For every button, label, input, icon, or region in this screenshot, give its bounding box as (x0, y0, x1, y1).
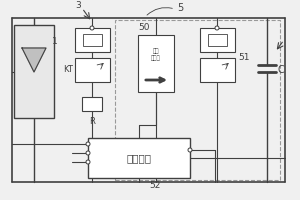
Circle shape (86, 151, 90, 155)
Text: R: R (89, 117, 95, 126)
Text: C: C (278, 65, 285, 75)
Text: 1: 1 (52, 38, 58, 46)
Text: 3: 3 (75, 1, 81, 10)
Bar (200, 58, 235, 82)
Bar (82, 97, 102, 111)
Circle shape (215, 26, 219, 30)
Bar (14, 25, 54, 118)
Bar (115, 20, 280, 180)
Text: 电流
传感器: 电流 传感器 (151, 49, 161, 61)
Text: 控制装置: 控制装置 (127, 153, 152, 163)
Circle shape (90, 26, 94, 30)
Bar (75, 58, 110, 82)
Circle shape (86, 160, 90, 164)
Text: KT: KT (63, 66, 73, 74)
Circle shape (188, 148, 192, 152)
Bar (138, 35, 174, 92)
Circle shape (86, 142, 90, 146)
Text: 5: 5 (177, 3, 183, 13)
Bar (83, 34, 102, 46)
Text: 51: 51 (238, 53, 250, 62)
Bar (200, 28, 235, 52)
Bar (88, 138, 190, 178)
Polygon shape (22, 48, 46, 72)
Text: 52: 52 (149, 182, 161, 190)
Text: 50: 50 (138, 23, 149, 32)
Bar (208, 34, 227, 46)
Bar (75, 28, 110, 52)
